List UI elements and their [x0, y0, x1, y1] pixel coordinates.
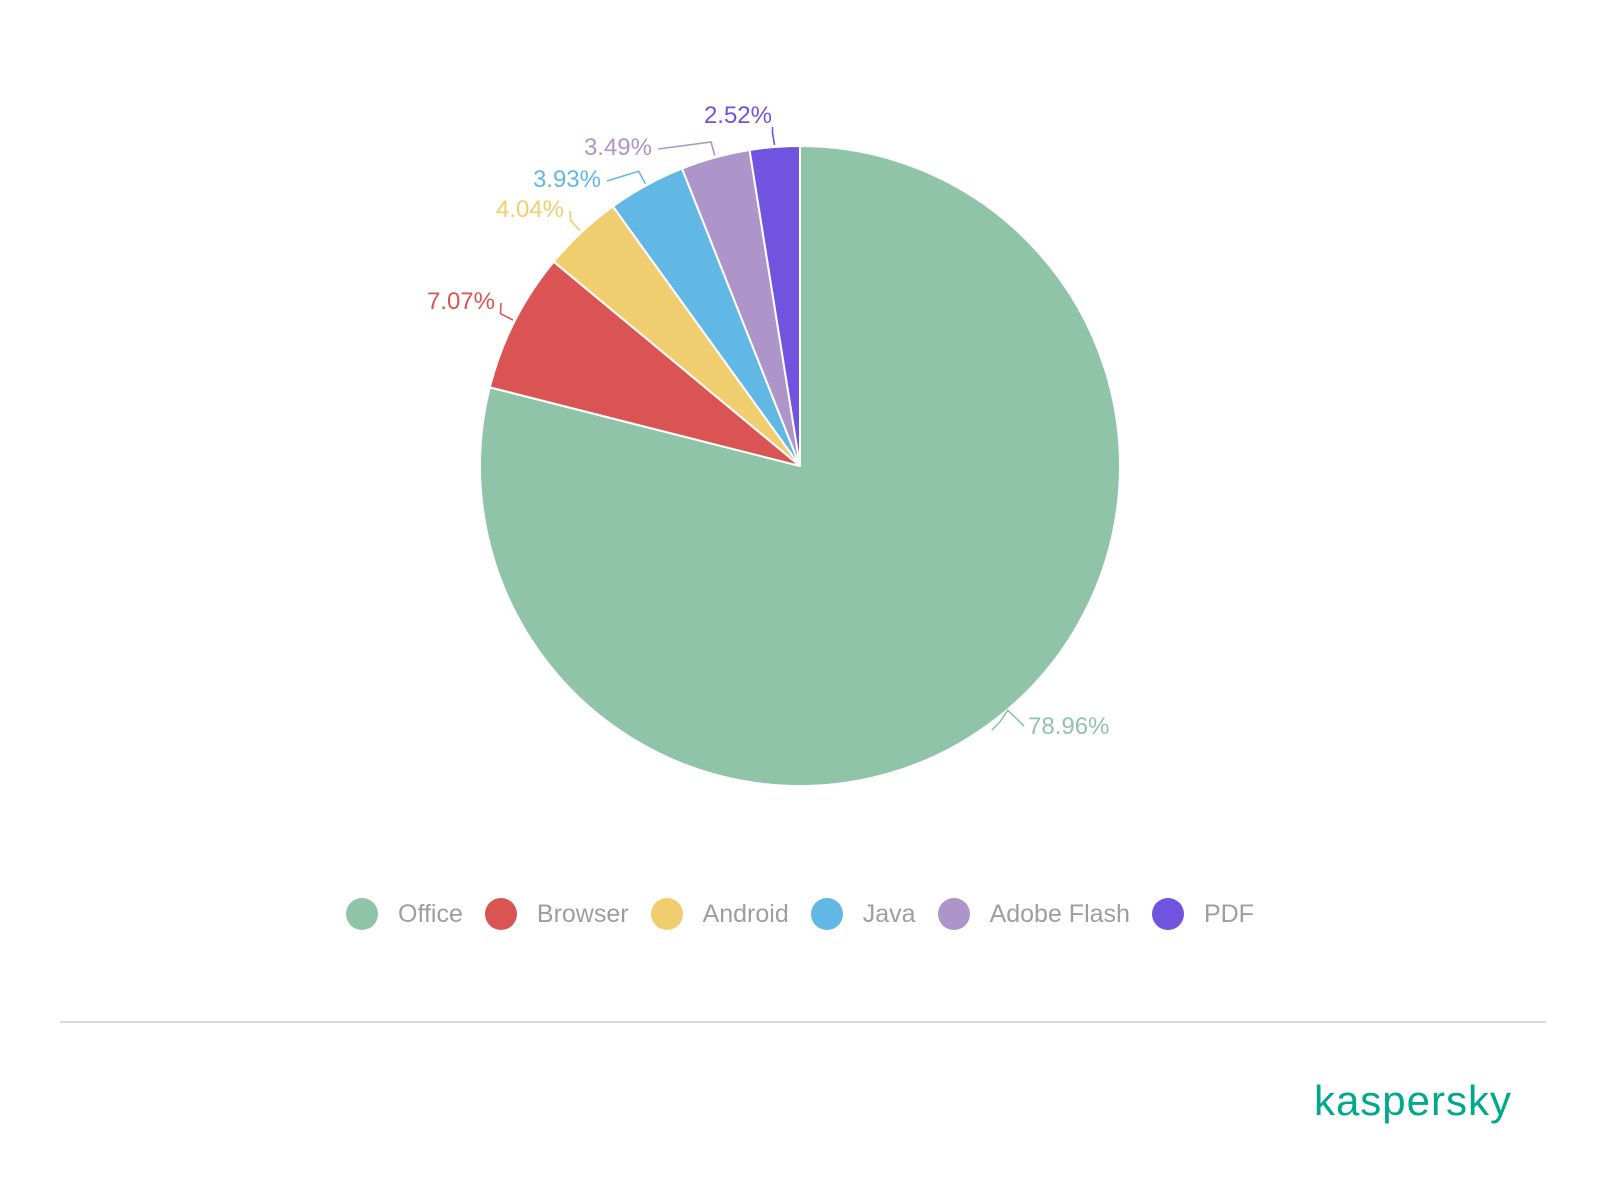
legend-item-android[interactable]: Android — [650, 898, 789, 930]
pie-slice-pdf — [748, 145, 801, 467]
legend-label: PDF — [1203, 899, 1254, 928]
chart-legend: Office Browser Android Java Adobe Flash PDF — [0, 898, 1600, 930]
legend-item-java[interactable]: Java — [810, 898, 916, 930]
leader-line-adobe-flash — [657, 141, 716, 156]
legend-swatch — [937, 898, 970, 930]
legend-swatch — [650, 898, 683, 930]
pie-slice-browser — [488, 260, 801, 467]
leader-line-pdf — [771, 127, 776, 146]
data-label-office: 78.96% — [1028, 713, 1109, 740]
data-label-java: 3.93% — [533, 166, 601, 193]
legend-item-adobe-flash[interactable]: Adobe Flash — [937, 898, 1130, 930]
leader-line-java — [606, 170, 647, 184]
legend-label: Browser — [536, 899, 629, 928]
legend-item-browser[interactable]: Browser — [484, 898, 629, 930]
data-label-adobe-flash: 3.49% — [584, 134, 652, 161]
data-label-android: 4.04% — [496, 196, 564, 223]
legend-swatch — [484, 898, 517, 930]
data-label-browser: 7.07% — [427, 288, 495, 315]
leader-line-browser — [499, 302, 514, 321]
leader-line-android — [569, 210, 581, 232]
legend-item-pdf[interactable]: PDF — [1151, 898, 1254, 930]
legend-label: Office — [398, 899, 463, 928]
legend-label: Adobe Flash — [989, 899, 1130, 928]
data-label-pdf: 2.52% — [704, 102, 772, 129]
legend-swatch — [1151, 898, 1184, 930]
legend-swatch — [346, 898, 379, 930]
legend-item-office[interactable]: Office — [346, 898, 463, 930]
legend-label: Android — [702, 899, 789, 928]
legend-label: Java — [862, 899, 916, 928]
leader-line-office — [991, 708, 1025, 731]
kaspersky-logo: kaspersky — [1313, 1077, 1512, 1124]
divider — [60, 1021, 1546, 1023]
legend-swatch — [810, 898, 843, 930]
